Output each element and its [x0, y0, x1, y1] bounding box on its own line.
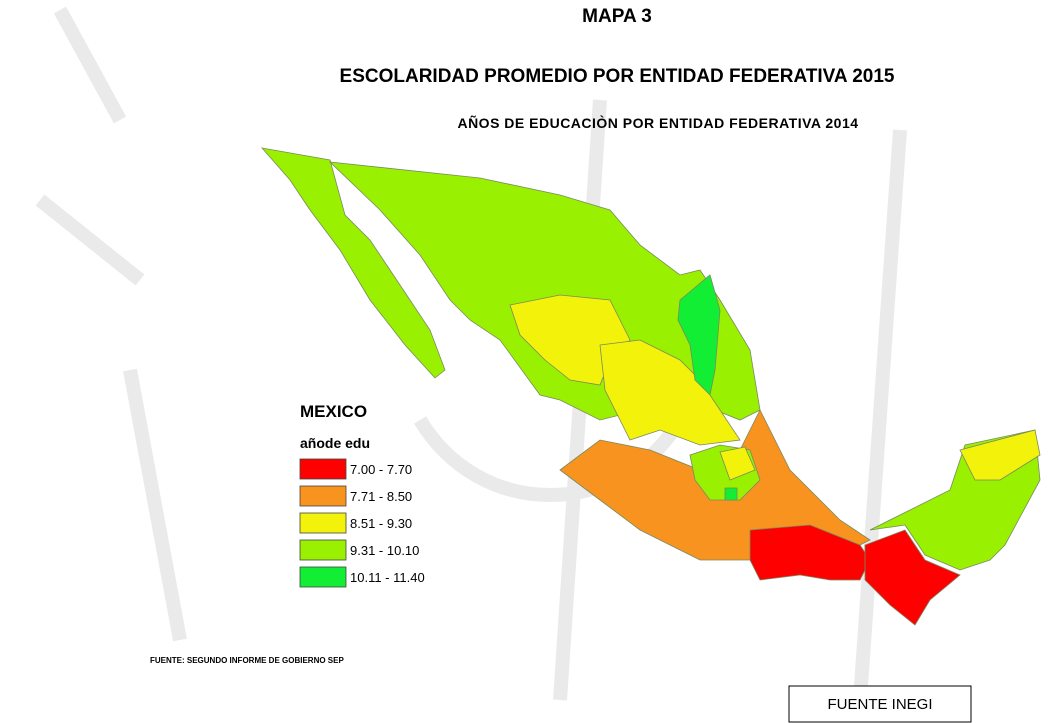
state: [959, 429, 1041, 481]
state: [864, 529, 961, 626]
legend: 7.00 - 7.70 7.71 - 8.50 8.51 - 9.30 9.31 - …: [299, 458, 425, 588]
legend-swatch: [299, 512, 347, 534]
page-title: ESCOLARIDAD PROMEDIO POR ENTIDAD FEDERAT…: [340, 66, 895, 87]
state: [719, 446, 756, 481]
source-box: [788, 685, 972, 723]
legend-label: 9.31 - 10.10: [350, 543, 419, 558]
legend-swatch: [299, 539, 347, 561]
source-box-text: FUENTE INEGI: [827, 696, 932, 713]
legend-field: añode edu: [300, 435, 370, 451]
legend-swatch: [299, 566, 347, 588]
legend-title: MEXICO: [300, 402, 367, 421]
state: [599, 339, 741, 446]
state: [749, 524, 871, 581]
state: [677, 274, 721, 396]
legend-label: 8.51 - 9.30: [350, 516, 412, 531]
state: [724, 487, 738, 501]
state: [260, 147, 446, 379]
legend-label: 7.00 - 7.70: [350, 462, 412, 477]
legend-label: 7.71 - 8.50: [350, 489, 412, 504]
legend-swatch: [299, 485, 347, 507]
map-subtitle: AÑOS DE EDUCACIÒN POR ENTIDAD FEDERATIVA…: [457, 114, 858, 131]
states: [260, 147, 1041, 626]
map-source: FUENTE: SEGUNDO INFORME DE GOBIERNO SEP: [150, 656, 344, 665]
map-label: MAPA 3: [582, 6, 652, 27]
watermark: [35, 6, 907, 701]
legend-swatch: [299, 458, 347, 480]
legend-label: 10.11 - 11.40: [350, 570, 425, 585]
